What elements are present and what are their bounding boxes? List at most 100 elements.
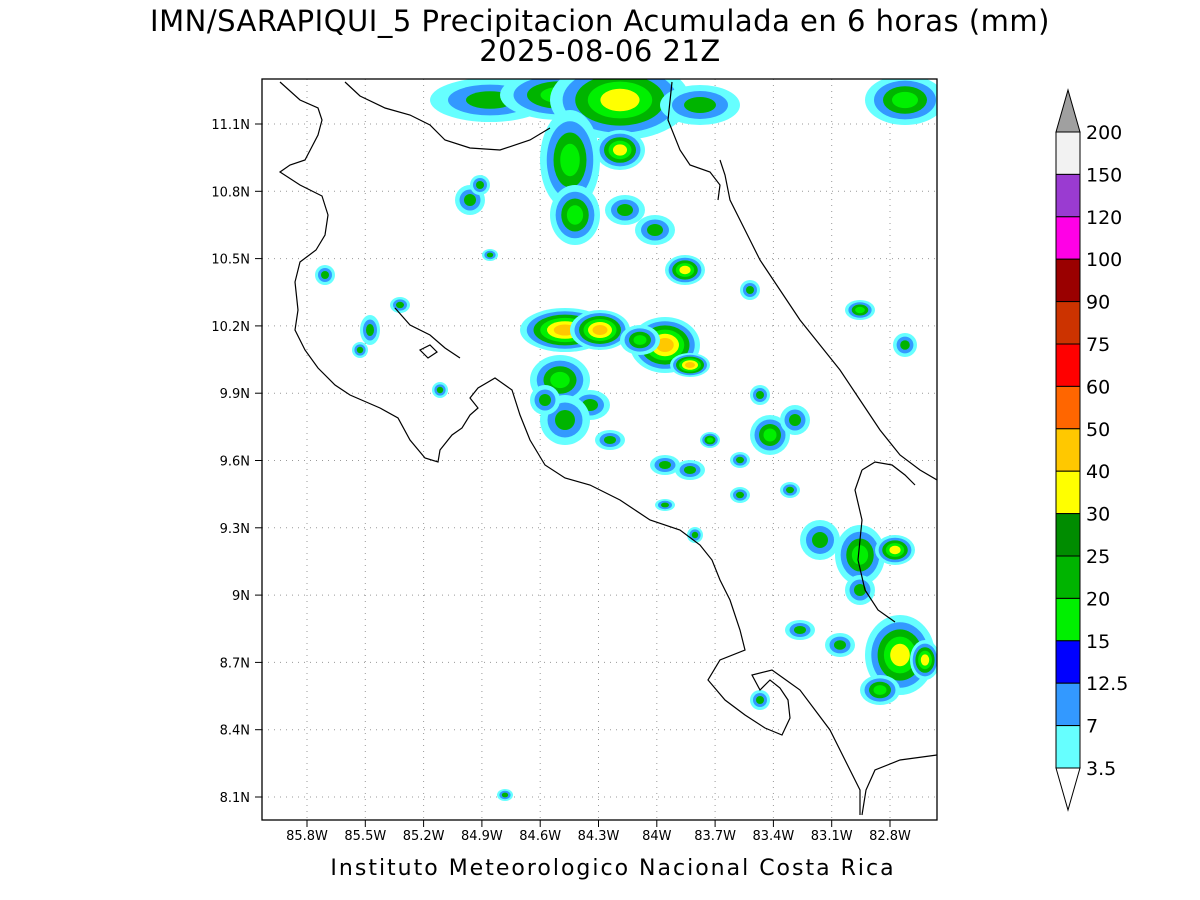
colorbar-label: 25	[1086, 546, 1110, 568]
lon-tick-label: 83.7W	[694, 829, 736, 844]
lat-tick-label: 8.7N	[220, 656, 250, 671]
coastlines	[278, 81, 937, 816]
colorbar-label: 40	[1086, 461, 1110, 483]
precip-cell	[550, 185, 600, 245]
precip-cell	[845, 300, 875, 320]
map-datetime: 2025-08-06 21Z	[479, 34, 721, 68]
precip-cell	[893, 333, 917, 357]
lat-tick-label: 9N	[232, 589, 250, 604]
precip-cell	[750, 415, 790, 455]
precip-cell	[700, 432, 720, 448]
precip-cell	[845, 575, 875, 605]
precip-cell	[470, 175, 490, 195]
colorbar-label: 75	[1086, 334, 1110, 356]
colorbar-label: 120	[1086, 207, 1122, 229]
colorbar-label: 50	[1086, 419, 1110, 441]
lon-tick-label: 84.3W	[578, 829, 620, 844]
lat-tick-label: 10.8N	[211, 185, 250, 200]
colorbar-label: 30	[1086, 504, 1110, 526]
precip-cell	[910, 640, 937, 680]
colorbar-segment	[1055, 682, 1081, 727]
colorbar-over-triangle	[1055, 88, 1081, 133]
colorbar-segment	[1055, 725, 1081, 769]
colorbar-label: 3.5	[1086, 758, 1116, 780]
colorbar-segment	[1055, 131, 1081, 175]
precipitation-field	[315, 79, 937, 801]
colorbar-segment	[1055, 640, 1081, 684]
precip-cell	[432, 382, 448, 398]
precip-cell	[390, 297, 410, 313]
colorbar-segment	[1055, 258, 1081, 303]
precip-cell	[665, 255, 705, 285]
colorbar-label: 90	[1086, 292, 1110, 314]
colorbar-label: 100	[1086, 249, 1122, 271]
lat-tick-label: 11.1N	[211, 118, 250, 133]
map-title: IMN/SARAPIQUI_5 Precipitacion Acumulada …	[150, 4, 1050, 38]
colorbar-segment	[1055, 385, 1081, 430]
colorbar-segment	[1055, 555, 1081, 599]
colorbar-segment	[1055, 597, 1081, 642]
precip-cell	[875, 535, 915, 565]
precip-cell	[540, 110, 600, 210]
latitude-tick-labels: 11.1N 10.8N 10.5N 10.2N 9.9N 9.6N 9.3N 9N 8.7N 8.…	[211, 118, 262, 806]
lon-tick-label: 84.9W	[461, 829, 503, 844]
lat-tick-label: 9.3N	[220, 522, 250, 537]
precip-cell	[650, 455, 680, 475]
precip-cell	[860, 675, 900, 705]
colorbar-label: 7	[1086, 716, 1098, 738]
lat-tick-label: 9.6N	[220, 455, 250, 470]
lon-tick-label: 85.8W	[286, 829, 328, 844]
colorbar-label: 12.5	[1086, 673, 1128, 695]
precip-cell	[620, 325, 660, 355]
precip-cell	[605, 195, 645, 225]
lon-tick-label: 82.8W	[869, 829, 911, 844]
precip-cell	[835, 525, 885, 585]
precip-cell	[352, 342, 368, 358]
colorbar-segment	[1055, 428, 1081, 472]
colorbar-segment	[1055, 216, 1081, 260]
precip-cell	[780, 482, 800, 498]
colorbar-label: 60	[1086, 376, 1110, 398]
precip-cell	[655, 499, 675, 511]
precip-cell	[730, 452, 750, 468]
lat-tick-label: 8.1N	[220, 791, 250, 806]
precip-cell	[865, 79, 937, 125]
precip-cell	[825, 633, 855, 657]
colorbar-under-triangle	[1055, 767, 1081, 812]
precip-cell	[750, 385, 770, 405]
colorbar-label: 150	[1086, 164, 1122, 186]
precip-cell	[482, 249, 498, 261]
lat-tick-label: 10.2N	[211, 320, 250, 335]
precip-cell	[530, 385, 560, 415]
colorbar-legend: 200 150 120 100 90 75 60 50 40 30 25 20 15 12.5 7 3.5	[1055, 88, 1128, 812]
precip-cell	[660, 85, 740, 125]
precip-cell	[785, 620, 815, 640]
precip-cell	[570, 310, 630, 350]
colorbar-segment	[1055, 173, 1081, 218]
lon-tick-label: 83.1W	[811, 829, 853, 844]
colorbar-segment	[1055, 470, 1081, 515]
precip-cell	[687, 527, 703, 543]
lon-tick-label: 85.2W	[403, 829, 445, 844]
precip-cell	[635, 215, 675, 245]
precip-cell	[670, 353, 710, 377]
precip-cell	[675, 460, 705, 480]
institution-footer: Instituto Meteorologico Nacional Costa R…	[330, 856, 896, 881]
precip-cell	[360, 315, 380, 345]
lon-tick-label: 84.6W	[519, 829, 561, 844]
colorbar-segment	[1055, 513, 1081, 557]
colorbar-label: 15	[1086, 631, 1110, 653]
colorbar-segment	[1055, 301, 1081, 345]
precip-cell	[497, 789, 513, 801]
precip-cell	[595, 130, 645, 170]
map-frame	[261, 78, 938, 821]
colorbar-segment	[1055, 343, 1081, 387]
lon-tick-label: 83.4W	[752, 829, 794, 844]
precip-cell	[315, 265, 335, 285]
map-gridlines	[262, 79, 937, 820]
precip-cell	[740, 280, 760, 300]
lat-tick-label: 10.5N	[211, 253, 250, 268]
precip-cell	[595, 430, 625, 450]
colorbar-label: 200	[1086, 122, 1122, 144]
